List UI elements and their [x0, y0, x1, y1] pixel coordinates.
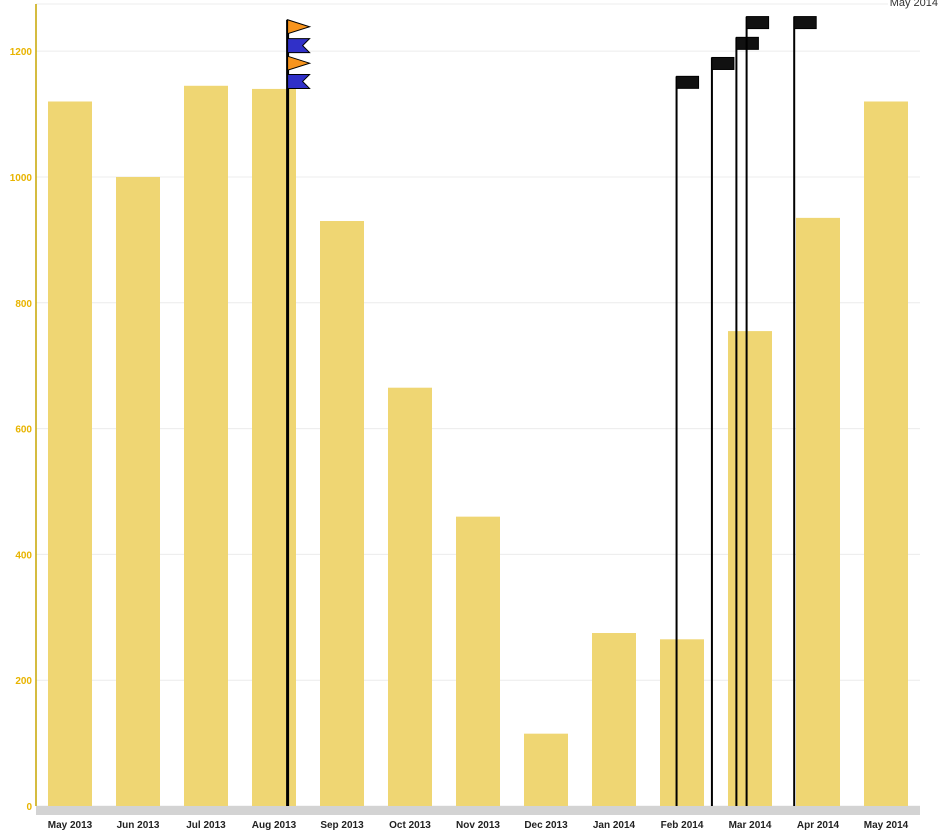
bar — [388, 387, 432, 806]
x-tick-label: Nov 2013 — [456, 820, 500, 831]
event-markers — [286, 16, 817, 806]
bar — [48, 101, 92, 806]
event-flag — [287, 55, 312, 71]
bar — [728, 331, 772, 806]
event-flag — [746, 16, 770, 30]
corner-date-label: May 2014 — [887, 0, 940, 9]
x-tick-label: Jul 2013 — [186, 820, 226, 831]
bar — [184, 85, 228, 806]
x-tick-label: May 2014 — [864, 820, 909, 831]
bar — [864, 101, 908, 806]
x-tick-label: Mar 2014 — [729, 820, 772, 831]
bar — [660, 639, 704, 806]
event-flag — [711, 56, 735, 70]
y-tick-label: 1000 — [10, 173, 33, 184]
bar — [456, 516, 500, 806]
event-flag — [793, 16, 817, 30]
x-tick-label: Sep 2013 — [320, 820, 364, 831]
event-flag — [287, 38, 311, 54]
x-tick-label: Dec 2013 — [524, 820, 568, 831]
bar — [116, 176, 160, 806]
y-tick-label: 800 — [15, 299, 32, 310]
bar — [592, 633, 636, 806]
x-axis-tick-labels: May 2013 Jun 2013 Jul 2013 Aug 2013 Sep 2013… — [48, 820, 909, 831]
bar-series — [48, 85, 908, 806]
bar — [320, 221, 364, 806]
x-tick-label: Apr 2014 — [797, 820, 840, 831]
y-tick-label: 600 — [15, 425, 32, 436]
event-flag — [676, 75, 700, 89]
event-flag — [287, 19, 312, 35]
x-tick-label: Feb 2014 — [661, 820, 704, 831]
x-tick-label: Jan 2014 — [593, 820, 636, 831]
x-tick-label: Aug 2013 — [252, 820, 297, 831]
y-tick-label: 0 — [26, 802, 32, 813]
event-flag — [287, 73, 311, 89]
bar — [524, 733, 568, 806]
x-axis-band — [36, 806, 920, 815]
x-tick-label: May 2013 — [48, 820, 93, 831]
bar — [252, 88, 296, 806]
x-tick-label: Jun 2013 — [117, 820, 160, 831]
y-tick-label: 1200 — [10, 47, 33, 58]
x-tick-label: Oct 2013 — [389, 820, 431, 831]
bar — [796, 217, 840, 806]
y-axis-tick-labels: 0 200 400 600 800 1000 1200 — [10, 47, 33, 813]
y-tick-label: 400 — [15, 550, 32, 561]
y-tick-label: 200 — [15, 676, 32, 687]
